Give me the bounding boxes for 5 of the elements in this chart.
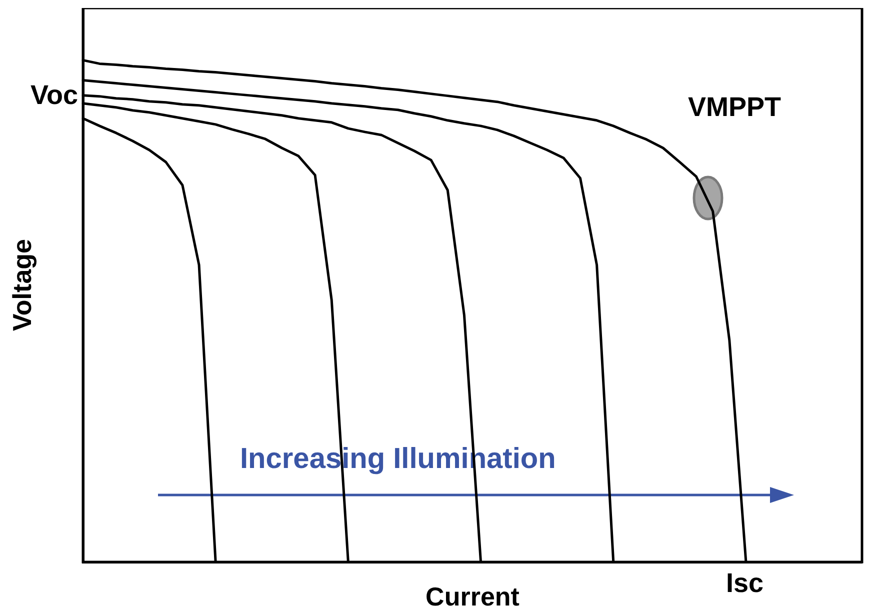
text: Isc: [726, 568, 764, 598]
y-axis-title: Voltage: [6, 239, 37, 331]
text: Voc: [30, 80, 78, 110]
annotation: VMPPT: [688, 92, 782, 122]
x-axis-title: Current: [426, 582, 520, 612]
